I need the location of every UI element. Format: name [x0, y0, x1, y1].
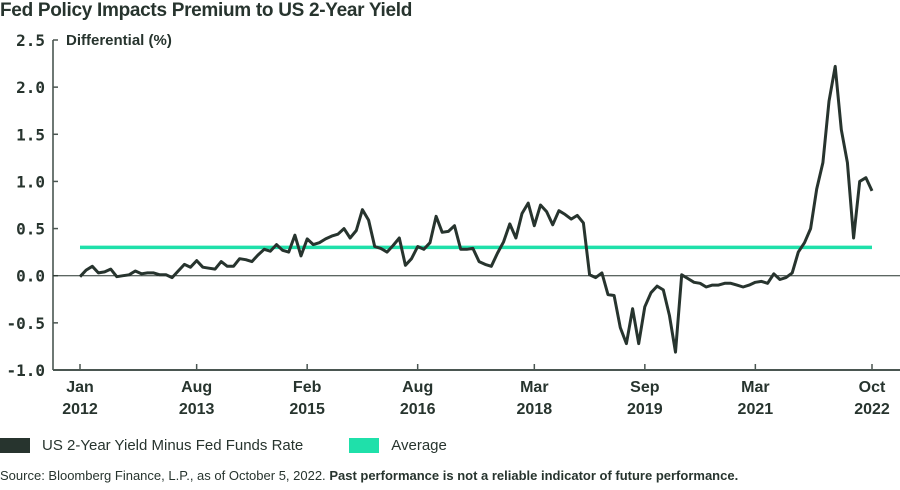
chart-title: Fed Policy Impacts Premium to US 2-Year … — [0, 0, 413, 21]
y-tick-label: -1.0 — [6, 361, 45, 380]
disclaimer-text: Past performance is not a reliable indic… — [329, 468, 739, 483]
source-text: Source: Bloomberg Finance, L.P., as of O… — [0, 468, 326, 483]
legend-item-average: Average — [349, 437, 447, 454]
x-axis-ticks: Jan 2012 Aug 2013 Feb 2015 Aug 2016 Mar 2018 Sep 20… — [62, 364, 890, 418]
x-tick-label-year: 2021 — [738, 401, 774, 418]
y-tick-label: 0.5 — [16, 220, 45, 239]
x-tick-label-month: Feb — [293, 379, 322, 396]
y-tick-label: -0.5 — [6, 314, 45, 333]
legend-label-series: US 2-Year Yield Minus Fed Funds Rate — [42, 437, 304, 454]
x-tick-label-year: 2012 — [62, 401, 98, 418]
legend-item-series: US 2-Year Yield Minus Fed Funds Rate — [0, 437, 303, 454]
legend-label-average: Average — [391, 437, 447, 454]
series-line-us2y-minus-ffr — [78, 64, 874, 354]
x-tick-label-month: Mar — [520, 379, 548, 396]
x-tick-label-year: 2019 — [627, 401, 663, 418]
x-tick-label-month: Sep — [630, 379, 660, 396]
x-tick-label-year: 2018 — [517, 401, 553, 418]
legend: US 2-Year Yield Minus Fed Funds Rate Ave… — [0, 437, 447, 454]
x-tick-label-month: Mar — [741, 379, 769, 396]
series-points — [80, 66, 872, 352]
source-note: Source: Bloomberg Finance, L.P., as of O… — [0, 468, 738, 483]
legend-swatch-series — [0, 438, 30, 453]
x-tick-label-month: Jan — [66, 379, 94, 396]
chart-plot-area: 2.5 2.0 1.5 1.0 0.5 0.0 -0.5 -1.0 Jan 2012 Aug 201… — [6, 31, 900, 418]
y-axis-ticks: 2.5 2.0 1.5 1.0 0.5 0.0 -0.5 -1.0 — [6, 31, 58, 380]
y-axis-label: Differential (%) — [66, 32, 172, 49]
x-tick-label-year: 2015 — [289, 401, 325, 418]
legend-swatch-average — [349, 438, 380, 453]
y-tick-label: 2.0 — [16, 78, 45, 97]
x-tick-label-month: Aug — [402, 379, 433, 396]
y-tick-label: 0.0 — [16, 267, 45, 286]
x-tick-label-month: Oct — [859, 379, 886, 396]
y-tick-label: 2.5 — [16, 31, 45, 50]
x-tick-label-year: 2013 — [179, 401, 215, 418]
y-tick-label: 1.5 — [16, 125, 45, 144]
y-tick-label: 1.0 — [16, 172, 45, 191]
x-tick-label-year: 2016 — [400, 401, 436, 418]
x-tick-label-month: Aug — [181, 379, 212, 396]
x-tick-label-year: 2022 — [854, 401, 890, 418]
